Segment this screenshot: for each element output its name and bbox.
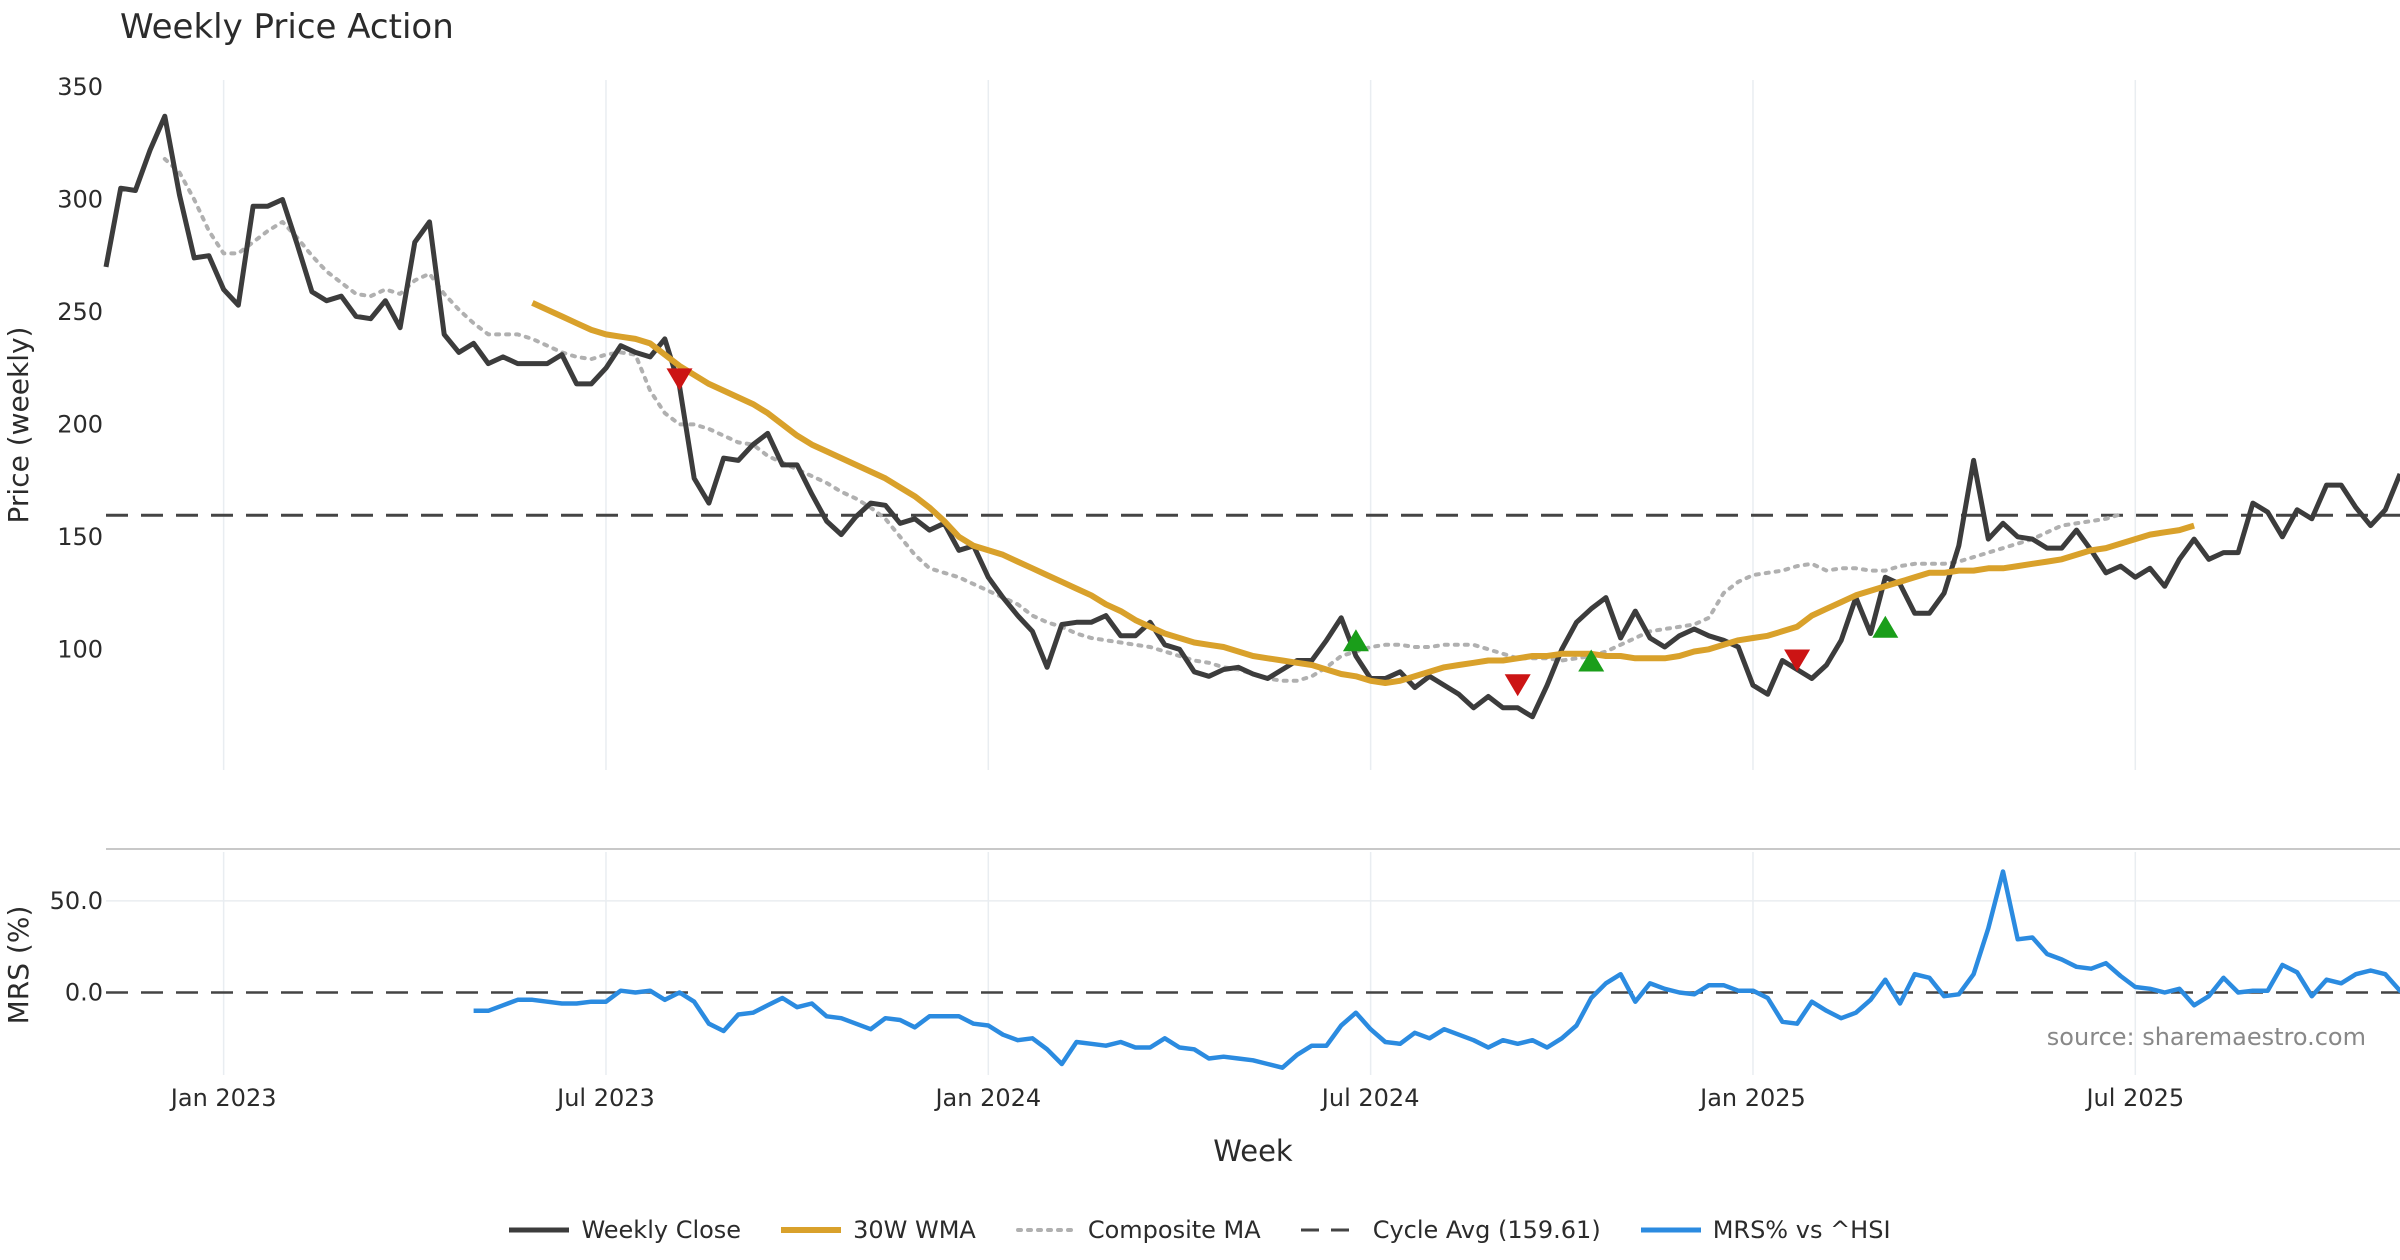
legend-item-wma: 30W WMA: [781, 1216, 976, 1244]
legend-label-composite-ma: Composite MA: [1087, 1216, 1261, 1244]
price-y-ticks: 100 150 200 250 300 350: [57, 73, 103, 663]
sell-signal-marker-2: [1504, 674, 1531, 697]
x-tick-label: Jul 2025: [2084, 1084, 2184, 1112]
x-tick-label: Jan 2024: [933, 1084, 1041, 1112]
buy-signal-marker-1: [1342, 629, 1369, 652]
price-y-tick-label: 300: [57, 185, 103, 213]
price-y-tick-label: 150: [57, 523, 103, 551]
mrs-y-ticks: 0.0 50.0: [50, 887, 103, 1007]
mrs-series: [473, 869, 2400, 1070]
legend-item-mrs: MRS% vs ^HSI: [1640, 1216, 1891, 1244]
legend-item-composite-ma: Composite MA: [1015, 1216, 1261, 1244]
price-y-tick-label: 100: [57, 635, 103, 663]
price-y-axis-label: Price (weekly): [2, 327, 35, 524]
mrs-y-axis-label: MRS (%): [2, 906, 35, 1025]
legend-swatch-weekly-close: [509, 1227, 570, 1233]
composite-ma-series: [162, 157, 2123, 683]
legend-label-cycle-avg: Cycle Avg (159.61): [1372, 1216, 1601, 1244]
legend-swatch-mrs: [1640, 1227, 1701, 1233]
x-axis-label: Week: [1213, 1134, 1293, 1168]
price-y-tick-label: 350: [57, 73, 103, 101]
legend: Weekly Close 30W WMA Composite MA Cycle …: [0, 1210, 2400, 1250]
legend-label-mrs: MRS% vs ^HSI: [1712, 1216, 1891, 1244]
x-ticks: Jan 2023 Jul 2023 Jan 2024 Jul 2024 Jan 2025…: [169, 1084, 2184, 1112]
legend-swatch-wma: [781, 1227, 842, 1233]
x-tick-label: Jan 2023: [169, 1084, 277, 1112]
legend-item-weekly-close: Weekly Close: [509, 1216, 741, 1244]
x-tick-label: Jan 2025: [1698, 1084, 1806, 1112]
legend-label-wma: 30W WMA: [853, 1216, 976, 1244]
price-y-tick-label: 200: [57, 410, 103, 438]
legend-label-weekly-close: Weekly Close: [581, 1216, 742, 1244]
legend-swatch-cycle-avg: [1300, 1228, 1361, 1232]
signal-markers: [666, 368, 1899, 697]
sell-signal-marker-4: [1784, 649, 1811, 672]
price-y-tick-label: 250: [57, 298, 103, 326]
wma-30w-series: [531, 300, 2195, 686]
x-tick-label: Jul 2024: [1320, 1084, 1420, 1112]
buy-signal-marker-5: [1872, 615, 1899, 638]
mrs-y-tick-label: 50.0: [50, 887, 103, 915]
x-tick-label: Jul 2023: [555, 1084, 655, 1112]
price-grid: [222, 80, 2137, 770]
mrs-grid: [106, 852, 2400, 1075]
chart-title: Weekly Price Action: [120, 7, 454, 47]
legend-swatch-composite-ma: [1015, 1228, 1076, 1232]
source-note: source: sharemaestro.com: [2047, 1023, 2366, 1051]
sell-signal-marker-0: [666, 368, 693, 391]
buy-signal-marker-3: [1578, 649, 1605, 672]
legend-item-cycle-avg: Cycle Avg (159.61): [1300, 1216, 1601, 1244]
weekly-close-series: [103, 113, 2400, 720]
mrs-y-tick-label: 0.0: [65, 979, 103, 1007]
